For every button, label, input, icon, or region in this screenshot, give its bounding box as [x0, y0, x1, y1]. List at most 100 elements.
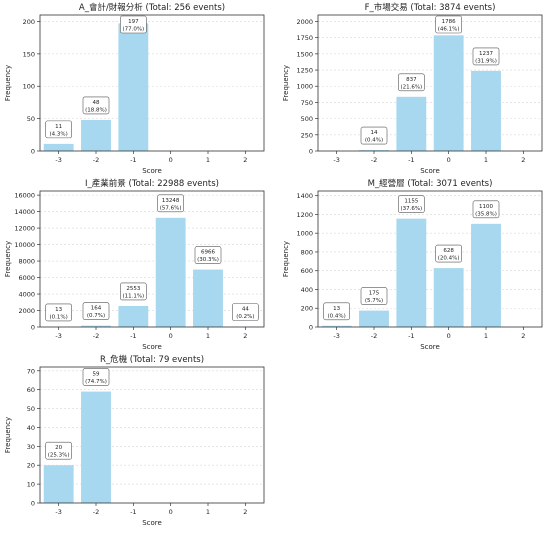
y-tick-label: 12000: [14, 225, 35, 233]
y-tick-label: 14000: [14, 208, 35, 216]
plot-frame: [40, 15, 264, 151]
bar--1: [396, 97, 426, 151]
data-label-percent: (0.4%): [365, 138, 383, 144]
y-tick-label: 70: [27, 367, 35, 375]
y-tick-label: 50: [27, 405, 35, 413]
y-tick-label: 1500: [296, 50, 313, 58]
y-tick-label: 200: [23, 18, 35, 26]
y-tick-label: 4000: [18, 291, 35, 299]
chart-title: R_危機 (Total: 79 events): [100, 354, 204, 365]
bar-0: [434, 268, 464, 327]
data-label-value: 59: [93, 372, 100, 378]
chart-title: M_經營層 (Total: 3071 events): [368, 178, 493, 189]
data-label-value: 20: [55, 445, 62, 451]
data-label-0: 1786(46.1%): [436, 16, 462, 33]
x-tick-label: -1: [130, 156, 136, 164]
bar--2: [81, 392, 111, 503]
data-label-value: 1237: [479, 51, 493, 57]
data-label-percent: (57.6%): [160, 205, 182, 211]
bar-1: [193, 270, 223, 327]
x-tick-label: -2: [371, 332, 377, 340]
bar-1: [471, 71, 501, 151]
data-label-percent: (74.7%): [85, 379, 107, 385]
data-label-value: 11: [55, 124, 62, 130]
data-label--2: 164(0.7%): [83, 303, 109, 320]
y-tick-label: 2000: [18, 307, 35, 315]
data-label-percent: (37.6%): [400, 206, 422, 212]
bar--3: [44, 144, 74, 151]
y-tick-label: 0: [31, 148, 35, 156]
data-label-value: 197: [128, 19, 139, 25]
data-label-percent: (0.1%): [50, 314, 68, 320]
x-tick-label: -2: [93, 156, 99, 164]
x-axis-label: Score: [420, 343, 440, 351]
data-label-1: 1237(31.9%): [473, 48, 499, 65]
y-axis-label: Frequency: [4, 241, 12, 277]
x-tick-label: 0: [447, 156, 451, 164]
x-tick-label: 2: [521, 156, 525, 164]
x-tick-label: 1: [206, 332, 210, 340]
data-label-percent: (5.7%): [365, 298, 383, 304]
plot-frame: [318, 191, 542, 327]
data-label--3: 13(0.4%): [324, 303, 350, 320]
y-tick-label: 0: [309, 148, 313, 156]
x-tick-label: -1: [408, 332, 414, 340]
data-label-value: 1786: [442, 19, 456, 25]
x-tick-label: -3: [333, 156, 339, 164]
bar--1: [396, 219, 426, 327]
data-label-value: 1155: [404, 199, 418, 205]
y-tick-label: 800: [301, 248, 313, 256]
chart-title: A_會計/財報分析 (Total: 256 events): [79, 2, 225, 13]
data-label-1: 1100(35.8%): [473, 201, 499, 218]
x-tick-label: -1: [408, 156, 414, 164]
y-tick-label: 100: [23, 83, 35, 91]
y-tick-label: 0: [31, 500, 35, 508]
data-label-percent: (4.3%): [50, 131, 68, 137]
x-tick-label: 2: [521, 332, 525, 340]
x-tick-label: 0: [169, 332, 173, 340]
data-label--2: 59(74.7%): [83, 369, 109, 386]
x-tick-label: -3: [55, 156, 61, 164]
x-tick-label: 1: [206, 508, 210, 516]
x-tick-label: -2: [93, 508, 99, 516]
x-tick-label: -3: [55, 508, 61, 516]
chart-panel-2: 0200040006000800010000120001400016000-3-…: [4, 178, 264, 351]
x-tick-label: 0: [447, 332, 451, 340]
y-tick-label: 20: [27, 462, 35, 470]
data-label-percent: (35.8%): [475, 211, 497, 217]
chart-title: I_產業前景 (Total: 22988 events): [85, 178, 219, 189]
data-label-value: 837: [406, 77, 417, 83]
y-tick-label: 16000: [14, 192, 35, 200]
data-label--1: 197(77.0%): [120, 16, 146, 33]
y-tick-label: 6000: [18, 274, 35, 282]
y-tick-label: 1750: [296, 34, 313, 42]
data-label-value: 6966: [201, 250, 215, 256]
x-tick-label: -1: [130, 508, 136, 516]
data-label-value: 628: [443, 248, 454, 254]
bar-0: [434, 35, 464, 151]
data-label--2: 48(18.8%): [83, 97, 109, 114]
data-label-1: 6966(30.3%): [195, 247, 221, 264]
y-tick-label: 8000: [18, 258, 35, 266]
x-tick-label: 2: [243, 156, 247, 164]
bar-1: [471, 224, 501, 327]
data-label-percent: (18.8%): [85, 107, 107, 113]
y-tick-label: 750: [301, 99, 313, 107]
y-axis-label: Frequency: [4, 417, 12, 453]
data-label-2: 44(0.2%): [232, 304, 258, 321]
data-label--3: 11(4.3%): [46, 121, 72, 138]
y-tick-label: 30: [27, 443, 35, 451]
x-tick-label: 2: [243, 508, 247, 516]
bar--1: [118, 306, 148, 327]
data-label-value: 48: [93, 100, 100, 106]
y-tick-label: 600: [301, 267, 313, 275]
plot-frame: [318, 15, 542, 151]
bar--2: [359, 311, 389, 327]
x-axis-label: Score: [142, 343, 162, 351]
x-tick-label: 2: [243, 332, 247, 340]
x-axis-label: Score: [142, 519, 162, 527]
